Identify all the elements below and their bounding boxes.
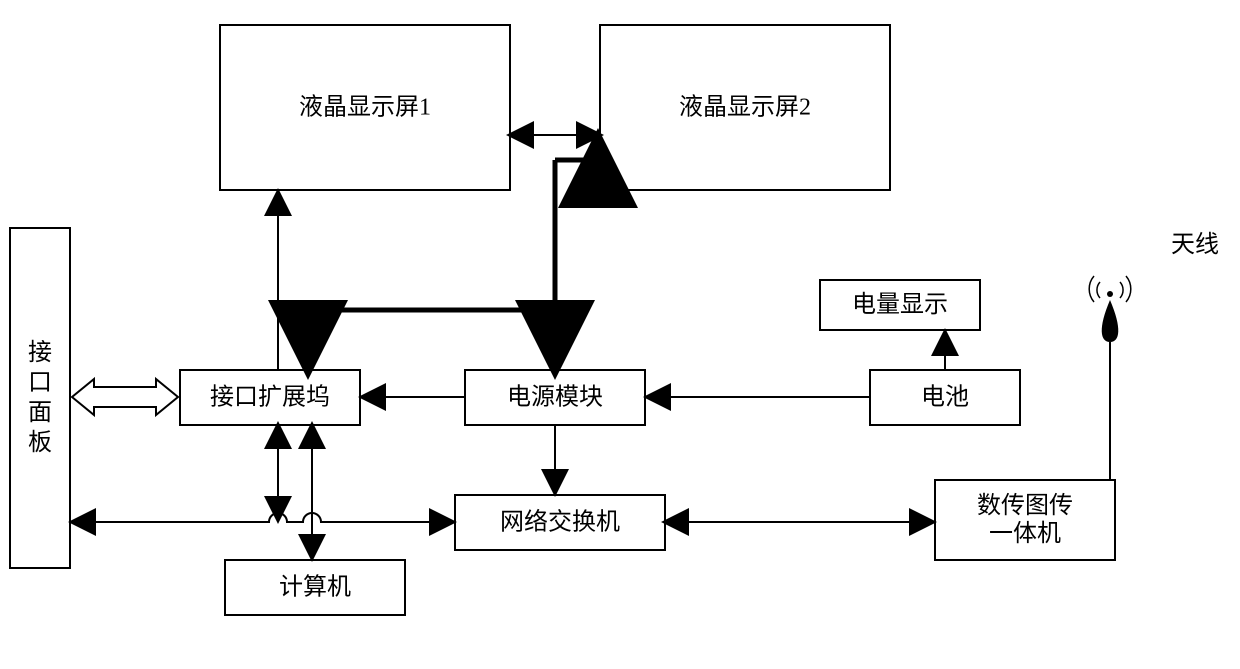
ifpanel-label-3: 板 — [28, 429, 52, 456]
ifpanel-box — [10, 228, 70, 568]
antenna_label: 天线 — [1171, 231, 1219, 258]
ifpanel-label-0: 接 — [28, 339, 52, 366]
ifpanel-label-2: 面 — [28, 400, 52, 426]
block-arrow-ifpanel-dock — [72, 379, 178, 415]
antenna-icon — [1102, 300, 1119, 342]
modem-label-0: 数传图传 — [977, 492, 1073, 519]
power-label: 电源模块 — [507, 384, 603, 411]
antenna-arc — [1097, 282, 1100, 298]
ifpanel-label-1: 口 — [28, 370, 52, 396]
antenna-arc — [1126, 276, 1131, 302]
dock-label: 接口扩展坞 — [210, 384, 330, 411]
modem-label-1: 一体机 — [989, 520, 1061, 547]
modem-box — [935, 480, 1115, 560]
battery-label: 电池 — [921, 384, 969, 411]
computer-label: 计算机 — [279, 574, 351, 601]
diagram-canvas: 液晶显示屏1 液晶显示屏2 接口面板 接口扩展坞 电源模块 电量显示电池网络交换机 数传图传… — [0, 0, 1240, 669]
edge-ifpanel-switch — [72, 513, 453, 522]
lcd1-label: 液晶显示屏1 — [299, 94, 431, 121]
antenna-arc — [1120, 282, 1123, 298]
switch-label: 网络交换机 — [500, 509, 620, 536]
gauge-label: 电量显示 — [852, 291, 948, 318]
antenna-tip — [1107, 291, 1113, 297]
antenna-arc — [1089, 276, 1094, 302]
lcd2-label: 液晶显示屏2 — [679, 94, 811, 121]
